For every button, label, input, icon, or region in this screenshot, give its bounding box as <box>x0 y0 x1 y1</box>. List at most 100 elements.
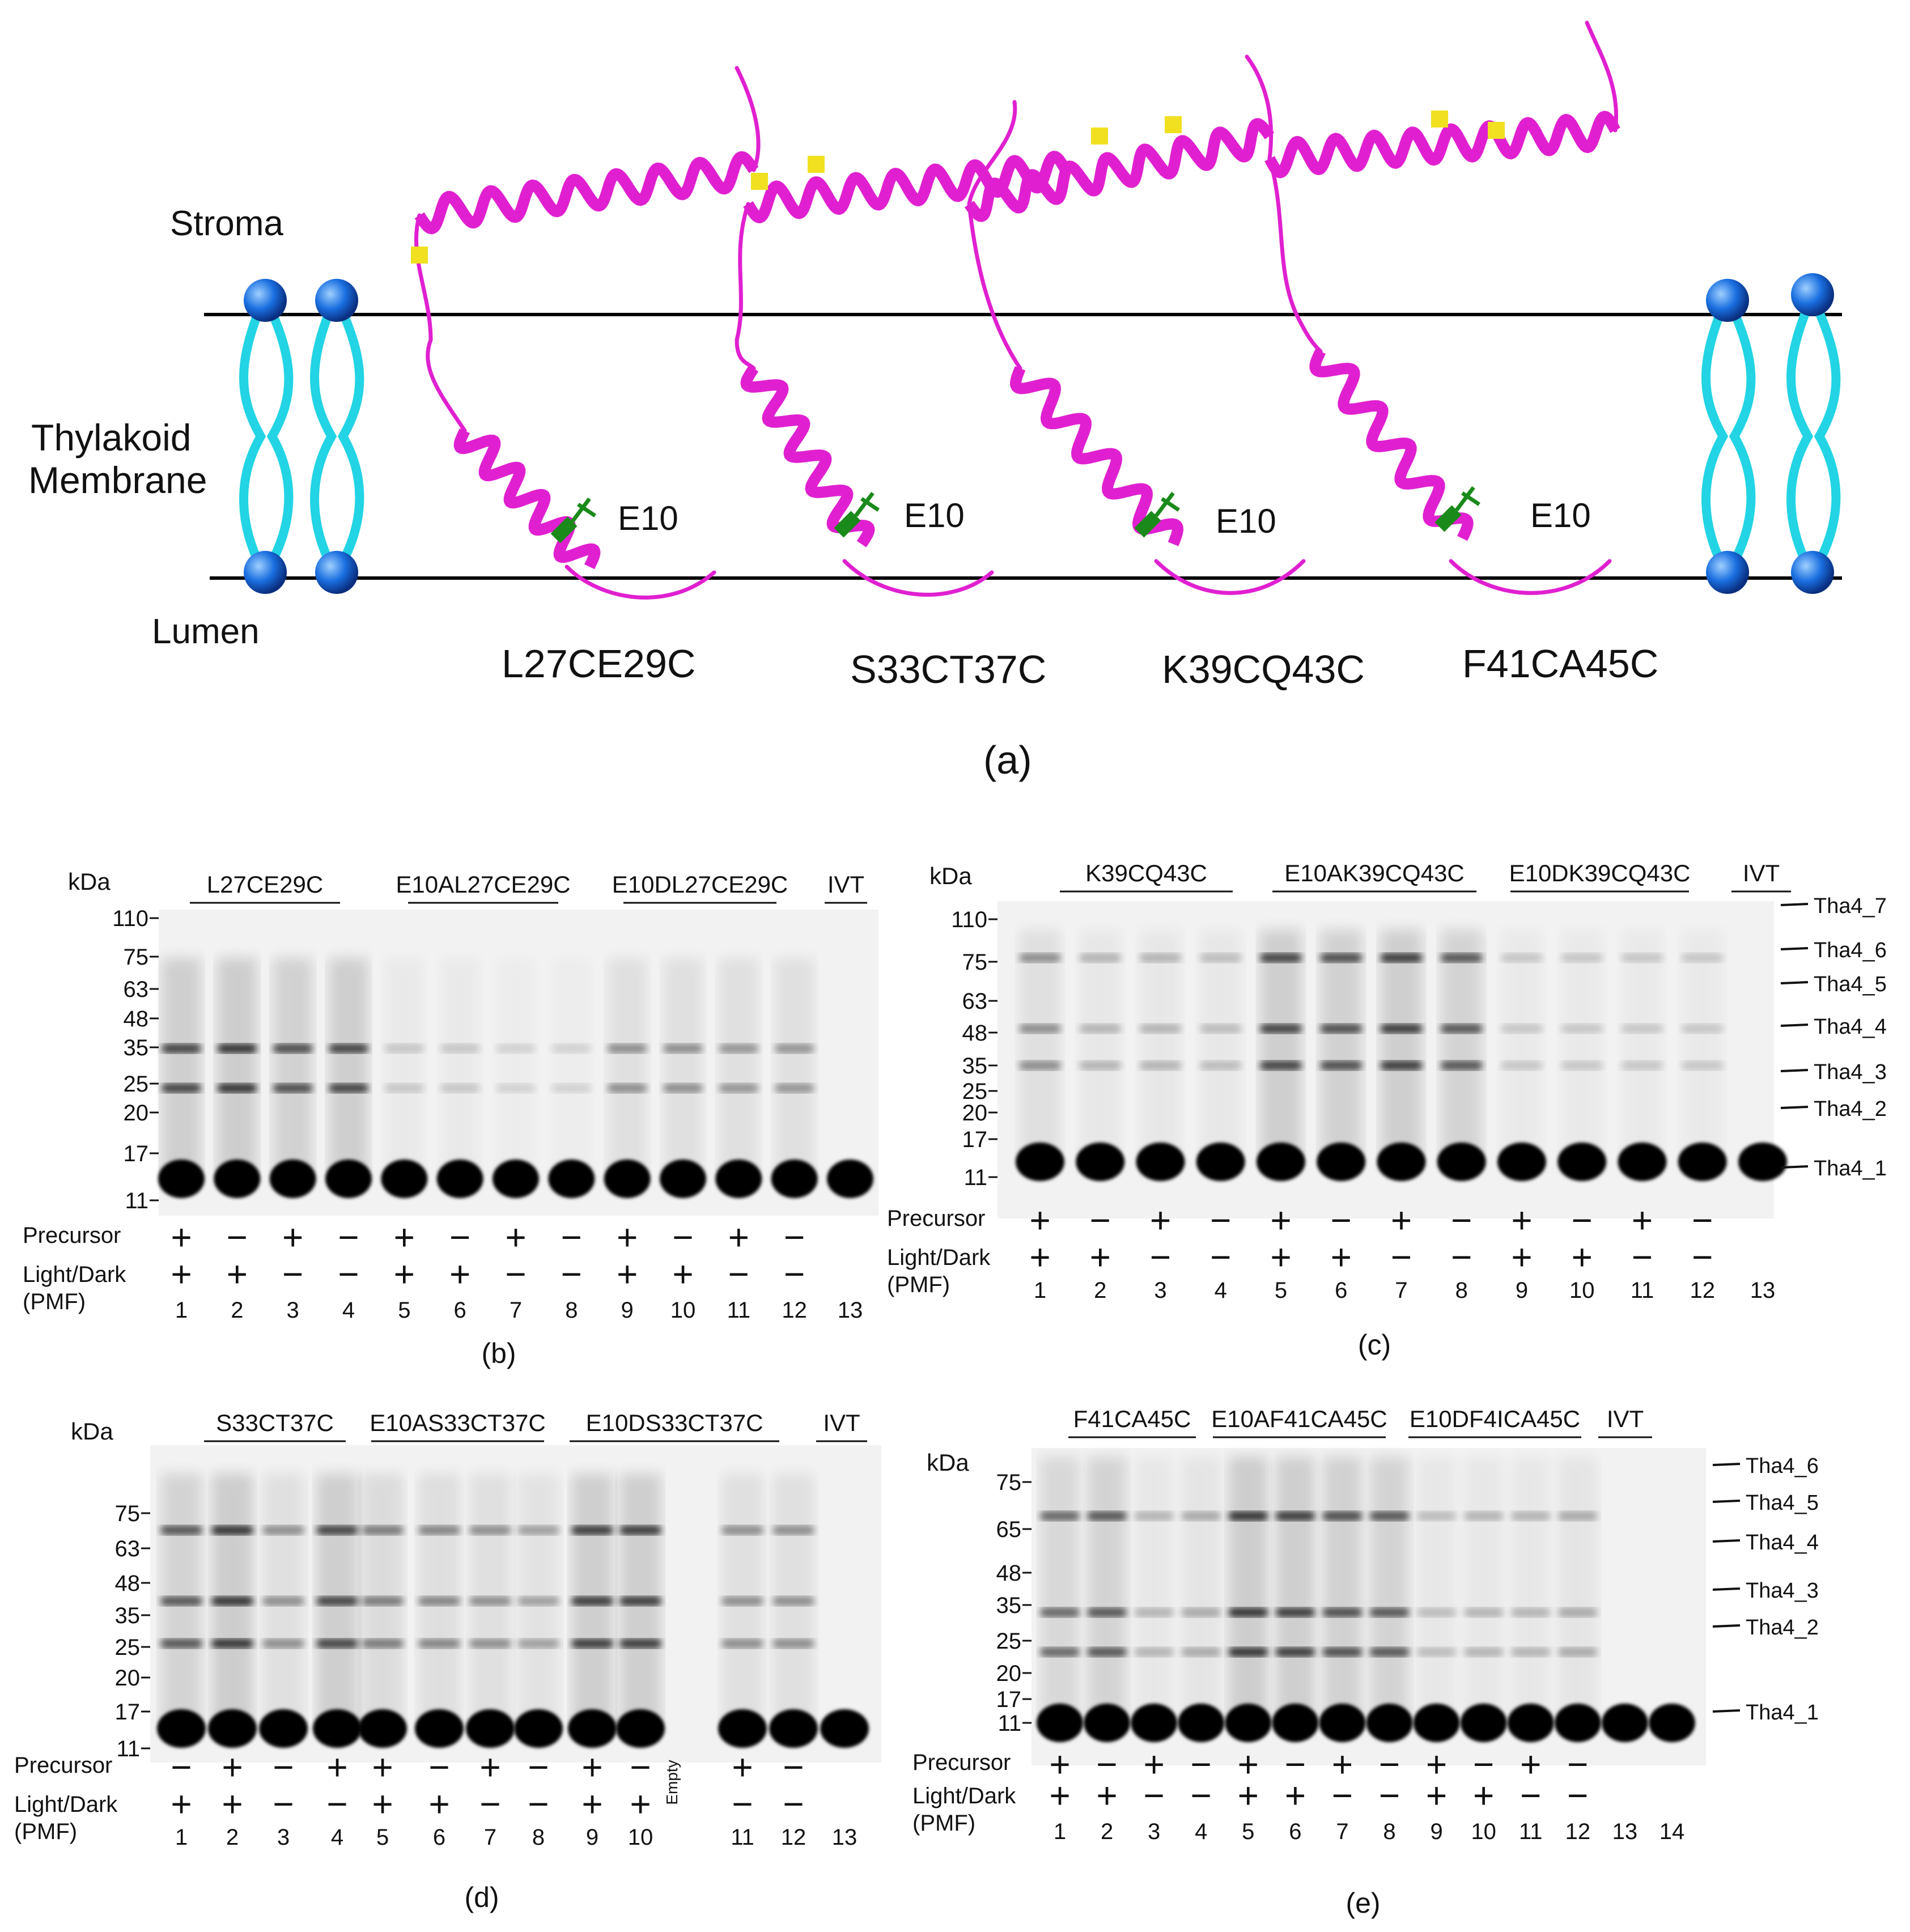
coil <box>967 202 1022 371</box>
monomer-band <box>358 1709 407 1748</box>
pmf-row-label: (PMF) <box>887 1272 950 1297</box>
lane-number: 5 <box>1275 1278 1287 1303</box>
precursor-sign: − <box>561 1217 582 1258</box>
lane-smear <box>663 958 703 1179</box>
oligomer-band <box>1440 1061 1483 1070</box>
monomer-band <box>660 1160 706 1198</box>
coil <box>1245 54 1274 161</box>
lane-number: 5 <box>376 1825 389 1850</box>
light-sign: − <box>1391 1237 1412 1277</box>
oligomer-band <box>418 1526 460 1535</box>
light-sign: + <box>617 1254 638 1294</box>
marker-label: 11 <box>964 1165 987 1190</box>
gel-image <box>150 1445 881 1763</box>
e10-sidechain <box>1155 491 1180 517</box>
oligomer-band <box>316 1596 358 1606</box>
oligomer-band <box>1087 1647 1127 1657</box>
light-sign: + <box>1473 1775 1494 1816</box>
light-sign: − <box>728 1254 749 1294</box>
precursor-sign: − <box>1379 1744 1400 1785</box>
pmf-row-label: (PMF) <box>23 1289 86 1314</box>
pmf-row-label: (PMF) <box>14 1819 77 1844</box>
lane-group-label: K39CQ43C <box>1085 860 1207 886</box>
lane-smear <box>1134 1457 1174 1723</box>
light-sign: − <box>282 1254 303 1294</box>
marker-label: 20 <box>996 1661 1022 1686</box>
precursor-sign: − <box>273 1747 294 1787</box>
precursor-sign: − <box>449 1217 470 1258</box>
light-sign: + <box>1238 1775 1259 1816</box>
lipid-head-icon <box>315 551 358 594</box>
monomer-band <box>548 1160 595 1198</box>
lipid-head-icon <box>1706 279 1749 322</box>
lane-number: 11 <box>727 1298 751 1323</box>
light-sign: + <box>1270 1237 1291 1277</box>
light-sign: − <box>1143 1775 1164 1816</box>
lane-number: 5 <box>1242 1819 1254 1844</box>
monomer-band <box>1178 1704 1225 1742</box>
monomer-band <box>820 1709 869 1748</box>
oligomer-band <box>619 1596 661 1606</box>
oligomer-band <box>1463 1608 1504 1617</box>
marker-label: 20 <box>124 1101 149 1126</box>
coil <box>1449 559 1612 595</box>
light-sign: + <box>449 1254 470 1294</box>
oligomer-band <box>162 1044 201 1053</box>
precursor-sign: + <box>1426 1744 1447 1785</box>
light-dark-row-label: Light/Dark <box>912 1784 1016 1808</box>
precursor-sign: − <box>1096 1744 1117 1785</box>
precursor-sign: − <box>227 1217 248 1258</box>
marker-label: 35 <box>996 1593 1022 1618</box>
e10-label: E10 <box>904 496 965 534</box>
lane-number: 13 <box>832 1825 858 1850</box>
band-label: Tha4_4 <box>1814 1015 1887 1039</box>
kda-label: kDa <box>71 1418 113 1445</box>
precursor-sign: + <box>582 1747 602 1787</box>
marker-label: 35 <box>962 1054 988 1078</box>
lane-number: 7 <box>1336 1819 1348 1844</box>
cysteine-marker <box>411 247 428 264</box>
oligomer-band <box>316 1639 358 1648</box>
oligomer-band <box>1369 1511 1410 1521</box>
lane-number: 3 <box>1148 1819 1160 1844</box>
lipid-head-icon <box>244 279 287 322</box>
light-sign: − <box>1632 1237 1653 1277</box>
marker-label: 75 <box>115 1501 141 1526</box>
lane-number: 12 <box>1690 1278 1716 1303</box>
monomer-band <box>1460 1704 1507 1742</box>
marker-label: 110 <box>112 906 148 931</box>
light-sign: − <box>1332 1775 1353 1816</box>
monomer-band <box>718 1709 767 1748</box>
monomer-band <box>1037 1704 1083 1742</box>
lane-number: 9 <box>586 1825 599 1850</box>
marker-label: 63 <box>124 977 149 1002</box>
band-pointer-line <box>1780 981 1809 984</box>
monomer-band <box>158 1160 205 1198</box>
oligomer-band <box>1416 1608 1457 1617</box>
kda-label: kDa <box>68 868 111 895</box>
oligomer-band <box>517 1526 559 1535</box>
light-sign: − <box>505 1254 526 1294</box>
oligomer-band <box>1557 1647 1598 1657</box>
marker-label: 75 <box>124 945 149 970</box>
lumen-label: Lumen <box>152 612 260 651</box>
lane-smear <box>1228 1457 1268 1723</box>
monomer-band <box>466 1709 515 1748</box>
lane-number: 2 <box>231 1298 243 1323</box>
monomer-band <box>1437 1143 1486 1181</box>
monomer-band <box>436 1160 483 1198</box>
lane-group-label: F41CA45C <box>1073 1406 1191 1432</box>
light-sign: + <box>1426 1775 1447 1816</box>
light-sign: + <box>372 1784 393 1824</box>
monomer-band <box>157 1709 206 1748</box>
oligomer-band <box>1621 1061 1663 1070</box>
lane-smear <box>1260 929 1302 1162</box>
light-sign: + <box>1285 1775 1306 1816</box>
lane-smear <box>1416 1457 1457 1723</box>
panel-caption: (e) <box>1346 1887 1380 1919</box>
monomer-band <box>568 1709 617 1748</box>
lane-group-label: S33CT37C <box>216 1409 334 1436</box>
light-sign: + <box>1096 1775 1117 1816</box>
oligomer-band <box>1510 1608 1551 1617</box>
monomer-band <box>1377 1143 1426 1181</box>
